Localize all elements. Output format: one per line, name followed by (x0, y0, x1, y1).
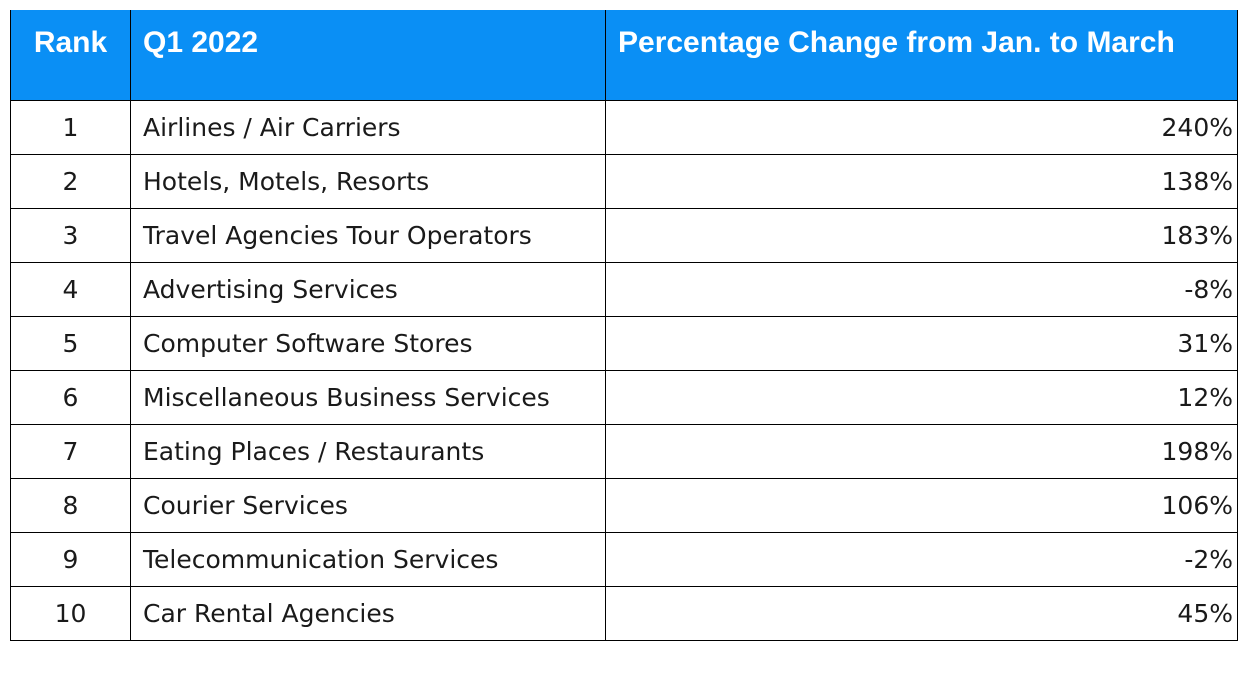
rank-cell: 6 (10, 369, 131, 425)
percentage-change-cell: 240% (605, 99, 1238, 155)
rank-cell: 2 (10, 153, 131, 209)
table-row: 9 Telecommunication Services -2% (10, 531, 1238, 587)
table-row: 8 Courier Services 106% (10, 477, 1238, 533)
rank-cell: 5 (10, 315, 131, 371)
table-row: 10 Car Rental Agencies 45% (10, 585, 1238, 641)
rank-cell: 9 (10, 531, 131, 587)
category-cell: Car Rental Agencies (130, 585, 606, 641)
category-cell: Hotels, Motels, Resorts (130, 153, 606, 209)
rank-cell: 4 (10, 261, 131, 317)
category-cell: Courier Services (130, 477, 606, 533)
table-header-row: Rank Q1 2022 Percentage Change from Jan.… (10, 10, 1238, 100)
table-row: 1 Airlines / Air Carriers 240% (10, 99, 1238, 155)
category-cell: Miscellaneous Business Services (130, 369, 606, 425)
rank-cell: 10 (10, 585, 131, 641)
percentage-change-cell: 198% (605, 423, 1238, 479)
category-cell: Airlines / Air Carriers (130, 99, 606, 155)
column-header-change: Percentage Change from Jan. to March (605, 10, 1238, 100)
percentage-change-cell: 45% (605, 585, 1238, 641)
table-row: 5 Computer Software Stores 31% (10, 315, 1238, 371)
table-row: 7 Eating Places / Restaurants 198% (10, 423, 1238, 479)
table-body: 1 Airlines / Air Carriers 240% 2 Hotels, Mot… (10, 99, 1238, 641)
table-row: 3 Travel Agencies Tour Operators 183% (10, 207, 1238, 263)
percentage-change-cell: 106% (605, 477, 1238, 533)
category-cell: Travel Agencies Tour Operators (130, 207, 606, 263)
percentage-change-cell: -8% (605, 261, 1238, 317)
percentage-change-cell: 12% (605, 369, 1238, 425)
rank-cell: 1 (10, 99, 131, 155)
rank-cell: 3 (10, 207, 131, 263)
column-header-rank: Rank (10, 10, 131, 100)
percentage-change-cell: 138% (605, 153, 1238, 209)
percentage-change-cell: 31% (605, 315, 1238, 371)
table-row: 2 Hotels, Motels, Resorts 138% (10, 153, 1238, 209)
category-cell: Eating Places / Restaurants (130, 423, 606, 479)
category-cell: Computer Software Stores (130, 315, 606, 371)
table-row: 6 Miscellaneous Business Services 12% (10, 369, 1238, 425)
category-cell: Advertising Services (130, 261, 606, 317)
percentage-change-cell: -2% (605, 531, 1238, 587)
table-row: 4 Advertising Services -8% (10, 261, 1238, 317)
rank-cell: 7 (10, 423, 131, 479)
category-cell: Telecommunication Services (130, 531, 606, 587)
percentage-change-cell: 183% (605, 207, 1238, 263)
column-header-category: Q1 2022 (130, 10, 606, 100)
ranking-table: Rank Q1 2022 Percentage Change from Jan.… (10, 10, 1238, 641)
rank-cell: 8 (10, 477, 131, 533)
